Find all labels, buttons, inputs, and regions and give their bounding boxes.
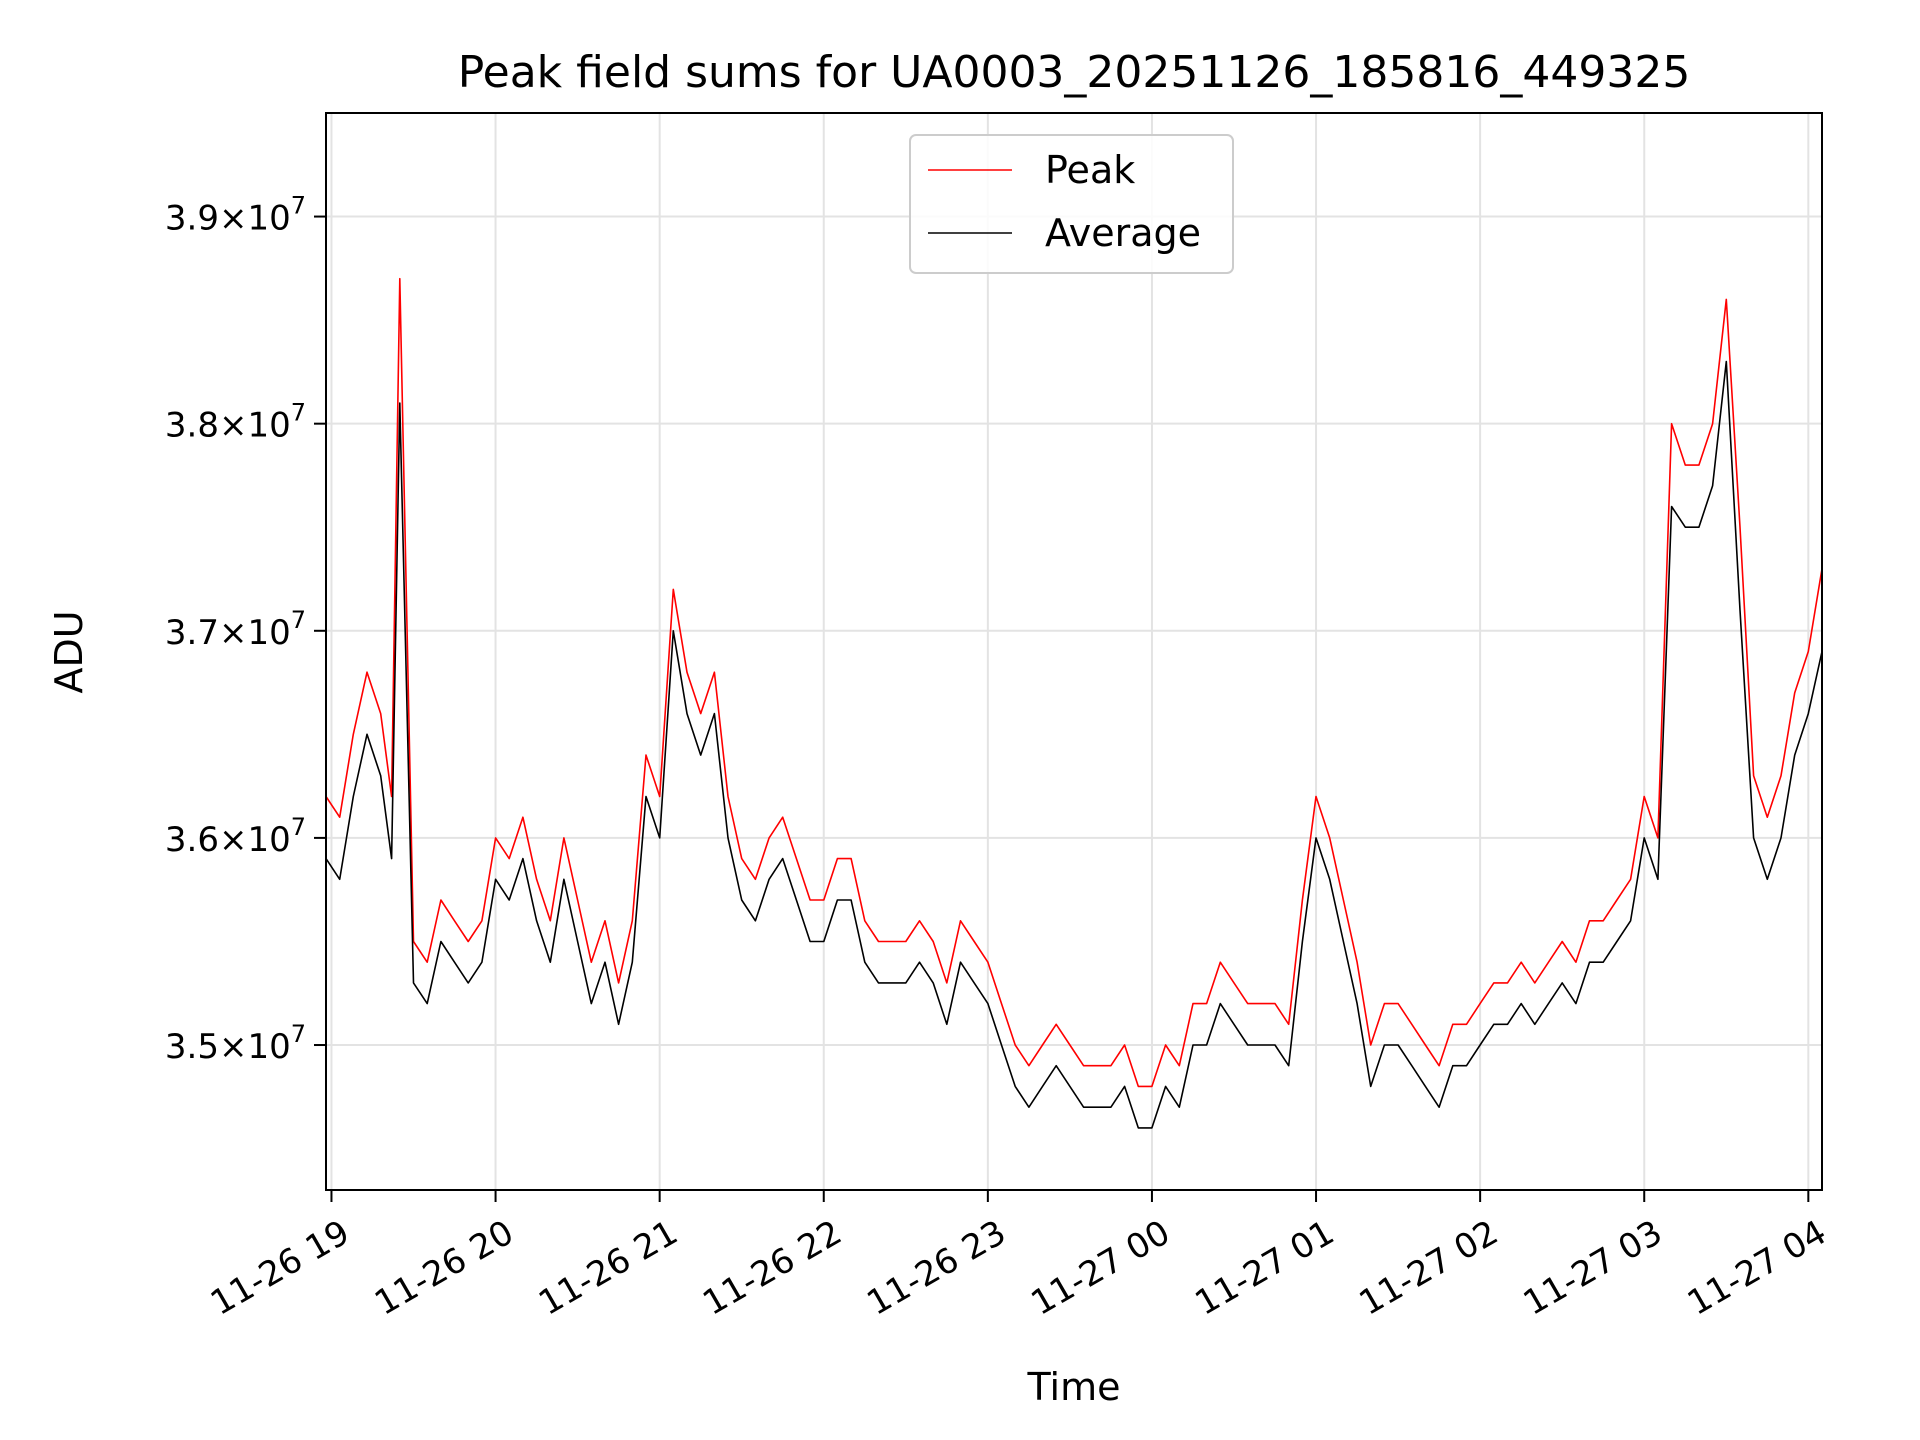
y-tick-label: 3.8×107	[165, 399, 306, 446]
plot-frame	[325, 112, 1823, 1191]
x-axis-label: Time	[1027, 1365, 1121, 1409]
plot-series	[325, 277, 1823, 1129]
series-line-average	[325, 360, 1823, 1129]
chart-title: Peak field sums for UA0003_20251126_1858…	[458, 47, 1691, 98]
legend: Peak Average	[909, 134, 1234, 274]
legend-label-peak: Peak	[1045, 148, 1135, 192]
y-tick-label: 3.5×107	[165, 1020, 306, 1067]
y-tick-label: 3.6×107	[165, 813, 306, 860]
y-axis-ticks: 3.5×107 3.6×107 3.7×107 3.8×107 3.9×107	[165, 192, 326, 1067]
legend-label-average: Average	[1045, 211, 1201, 255]
y-tick-label: 3.9×107	[165, 192, 306, 239]
y-axis-label: ADU	[47, 610, 91, 693]
y-tick-label: 3.7×107	[165, 606, 306, 653]
series-line-peak	[325, 277, 1823, 1088]
